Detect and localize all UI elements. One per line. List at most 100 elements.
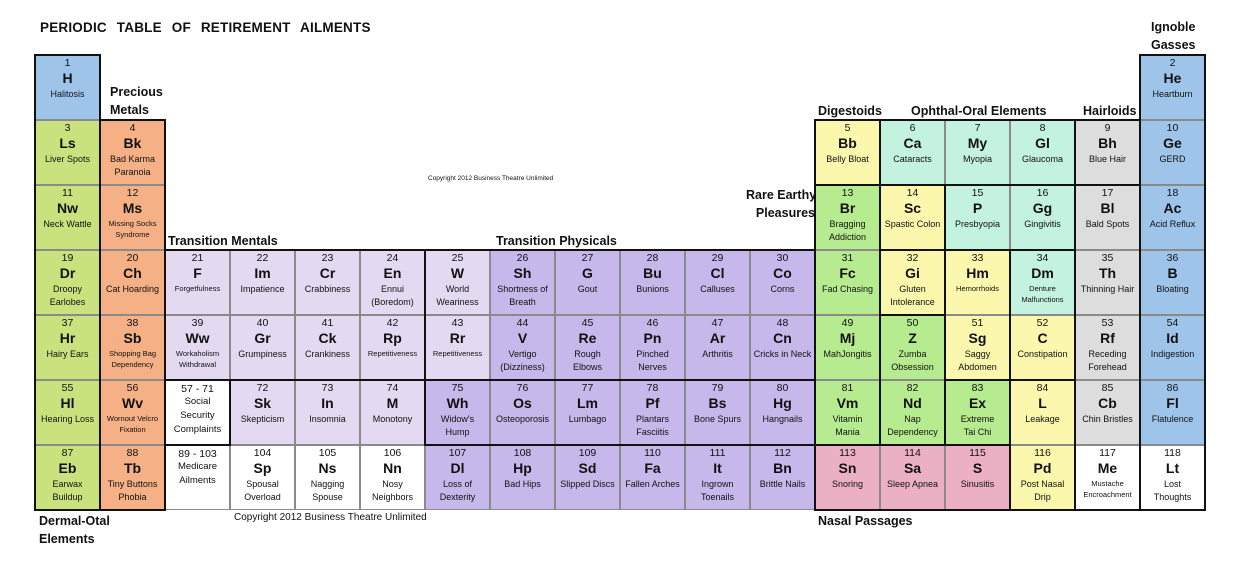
element-cell-26: 26 Sh Shortness of Breath: [490, 250, 555, 315]
element-number: 44: [516, 317, 529, 329]
element-number: 54: [1166, 317, 1179, 329]
copyright-notice-bottom: Copyright 2012 Business Theatre Unlimite…: [234, 512, 427, 523]
element-name: Sinusitis: [960, 479, 995, 489]
element-name: Missing Socks: [108, 219, 157, 228]
element-cell-53: 53 Rf Receding Forehead: [1075, 315, 1140, 380]
element-cell-87: 87 Eb Earwax Buildup: [35, 445, 100, 510]
element-symbol: Ck: [318, 330, 337, 346]
element-number: 76: [516, 382, 529, 394]
element-name: Osteoporosis: [495, 414, 550, 424]
element-symbol: Sp: [253, 460, 272, 476]
element-symbol: Ex: [968, 395, 987, 411]
element-symbol: Lt: [1165, 460, 1180, 476]
element-name: Dexterity: [439, 492, 476, 502]
element-name: Drip: [1034, 492, 1051, 502]
element-symbol: Re: [578, 330, 597, 346]
element-cell-86: 86 Fl Flatulence: [1140, 380, 1205, 445]
element-symbol: Ms: [122, 200, 143, 216]
element-symbol: Fl: [1166, 395, 1179, 411]
element-symbol: Im: [254, 265, 271, 281]
element-number: 42: [386, 317, 399, 329]
element-symbol: Gi: [905, 265, 920, 281]
element-name: Fixation: [119, 425, 146, 434]
element-number: 112: [774, 447, 791, 459]
element-name: Lost: [1163, 479, 1181, 489]
element-symbol: Dm: [1031, 265, 1054, 281]
element-cell-118: 118 Lt Lost Thoughts: [1140, 445, 1205, 510]
element-symbol: Th: [1098, 265, 1117, 281]
element-symbol: Me: [1097, 460, 1118, 476]
element-symbol: En: [383, 265, 402, 281]
element-number: 84: [1036, 382, 1049, 394]
element-number: 43: [451, 317, 464, 329]
element-symbol: C: [1037, 330, 1048, 346]
element-name: Nap: [904, 414, 921, 424]
element-number: 79: [711, 382, 724, 394]
element-cell-47: 47 Ar Arthritis: [685, 315, 750, 380]
element-cell-36: 36 B Bloating: [1140, 250, 1205, 315]
element-cell-55: 55 Hl Hearing Loss: [35, 380, 100, 445]
element-cell-9: 9 Bh Blue Hair: [1075, 120, 1140, 185]
element-symbol: Hp: [513, 460, 532, 476]
element-number: 109: [578, 447, 597, 459]
element-cell-37: 37 Hr Hairy Ears: [35, 315, 100, 380]
element-name: Ailments: [179, 475, 216, 486]
element-cell-22: 22 Im Impatience: [230, 250, 295, 315]
element-cell-88: 88 Tb Tiny Buttons Phobia: [100, 445, 165, 510]
element-symbol: Fa: [644, 460, 661, 476]
element-number: 27: [581, 252, 594, 264]
element-cell-76: 76 Os Osteoporosis: [490, 380, 555, 445]
element-name: Halitosis: [50, 89, 85, 99]
element-name: Repetitiveness: [367, 349, 418, 358]
element-symbol: Sc: [903, 200, 922, 216]
element-number: 39: [191, 317, 204, 329]
element-cell-43: 43 Rr Repetitiveness: [425, 315, 490, 380]
element-number: 110: [644, 447, 661, 459]
element-name: Addiction: [828, 232, 867, 242]
element-number: 24: [386, 252, 399, 264]
element-symbol: Cn: [773, 330, 792, 346]
element-cell-19: 19 Dr Droopy Earlobes: [35, 250, 100, 315]
element-number: 72: [256, 382, 269, 394]
element-number: 25: [451, 252, 464, 264]
element-cell-84: 84 L Leakage: [1010, 380, 1075, 445]
element-cell-20: 20 Ch Cat Hoarding: [100, 250, 165, 315]
element-cell-17: 17 Bl Bald Spots: [1075, 185, 1140, 250]
element-cell-31: 31 Fc Fad Chasing: [815, 250, 880, 315]
element-name: Receding: [1088, 349, 1127, 359]
element-cell-104: 104 Sp Spousal Overload: [230, 445, 295, 510]
element-name: GERD: [1159, 154, 1186, 164]
element-cell-49: 49 Mj MahJongitis: [815, 315, 880, 380]
element-cell-16: 16 Gg Gingivitis: [1010, 185, 1075, 250]
element-cell-32: 32 Gi Gluten Intolerance: [880, 250, 945, 315]
element-cell-7: 7 My Myopia: [945, 120, 1010, 185]
element-symbol: Hg: [773, 395, 792, 411]
element-symbol: Ar: [709, 330, 726, 346]
element-number: 108: [513, 447, 532, 459]
element-number: 52: [1036, 317, 1049, 329]
element-name: Malfunctions: [1021, 295, 1064, 304]
element-name: Cat Hoarding: [105, 284, 160, 294]
element-symbol: Cr: [319, 265, 336, 281]
element-number: 114: [904, 447, 921, 459]
element-symbol: L: [1038, 395, 1047, 411]
element-symbol: Ls: [59, 135, 76, 151]
element-number: 88: [126, 447, 139, 459]
element-name: Rough: [574, 349, 601, 359]
element-number: 16: [1036, 187, 1049, 199]
element-name: Bad Hips: [504, 479, 541, 489]
element-name: Breath: [509, 297, 536, 307]
element-name: Fad Chasing: [821, 284, 874, 294]
element-number: 38: [126, 317, 139, 329]
element-symbol: Lm: [577, 395, 598, 411]
element-name: Obsession: [891, 362, 934, 372]
element-cell-39: 39 Ww Workaholism Withdrawal: [165, 315, 230, 380]
element-name: Cataracts: [893, 154, 932, 164]
element-symbol: It: [713, 460, 722, 476]
element-name: Syndrome: [115, 230, 150, 239]
element-cell-28: 28 Bu Bunions: [620, 250, 685, 315]
element-symbol: Hl: [60, 395, 75, 411]
element-symbol: Wh: [446, 395, 469, 411]
element-cell-114: 114 Sa Sleep Apnea: [880, 445, 945, 510]
element-name: Bone Spurs: [693, 414, 742, 424]
